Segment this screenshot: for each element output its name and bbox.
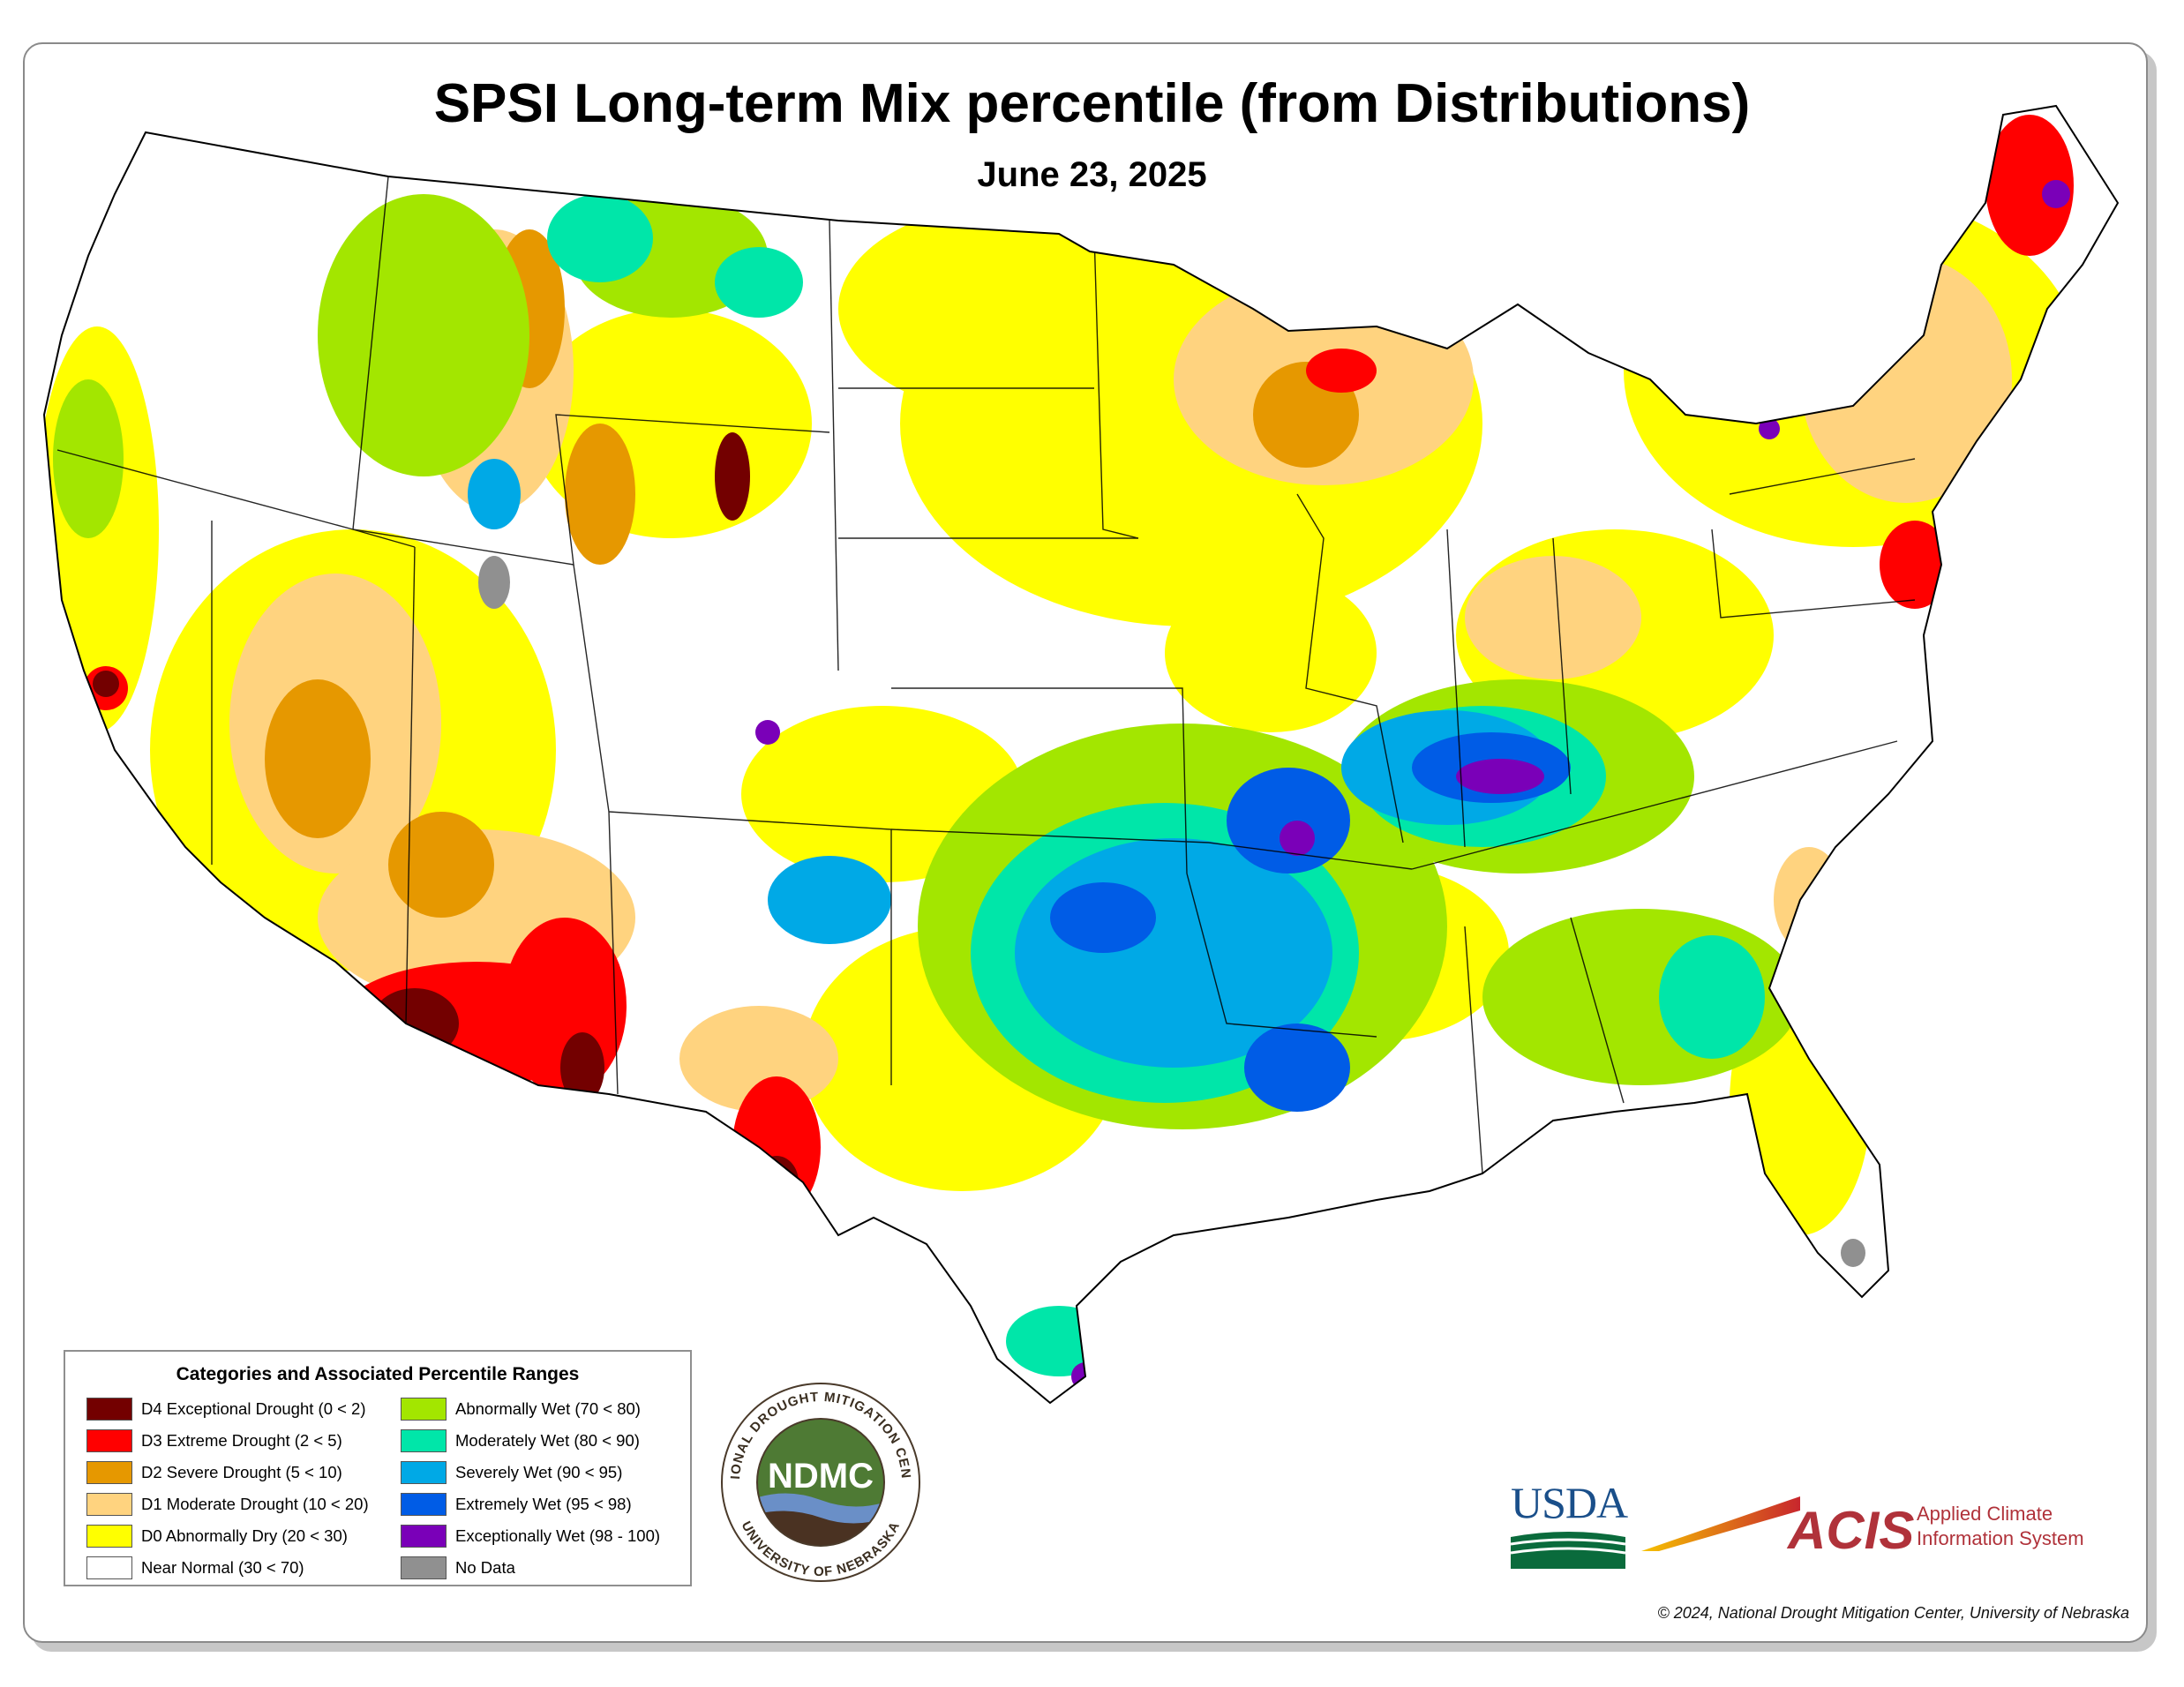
legend-label-nodata: No Data (455, 1558, 515, 1577)
legend-item-w2: Moderately Wet (80 < 90) (401, 1428, 640, 1454)
legend-label-d4: D4 Exceptional Drought (0 < 2) (141, 1399, 366, 1418)
legend-item-w3: Severely Wet (90 < 95) (401, 1459, 622, 1486)
ndmc-logo: NATIONAL DROUGHT MITIGATION CENTER UNIVE… (715, 1376, 920, 1582)
legend-swatch-d3 (86, 1429, 132, 1452)
legend-label-w5: Exceptionally Wet (98 - 100) (455, 1526, 661, 1545)
legend-swatch-d1 (86, 1493, 132, 1516)
legend-item-d1: D1 Moderate Drought (10 < 20) (86, 1491, 369, 1518)
usda-logo-text: USDA (1511, 1478, 1628, 1527)
legend-swatch-w2 (401, 1429, 447, 1452)
legend-label-d0: D0 Abnormally Dry (20 < 30) (141, 1526, 348, 1545)
usda-logo-mark (1511, 1532, 1625, 1569)
legend-item-d2: D2 Severe Drought (5 < 10) (86, 1459, 342, 1486)
ndmc-acronym: NDMC (768, 1457, 874, 1496)
legend-swatch-w1 (401, 1398, 447, 1421)
map-title: SPSI Long-term Mix percentile (from Dist… (433, 73, 1751, 134)
legend-item-nodata: No Data (401, 1555, 515, 1581)
acis-swoosh-icon (1641, 1496, 1800, 1551)
legend-label-d3: D3 Extreme Drought (2 < 5) (141, 1431, 342, 1450)
legend-label-d2: D2 Severe Drought (5 < 10) (141, 1463, 342, 1481)
legend-label-normal: Near Normal (30 < 70) (141, 1558, 304, 1577)
legend-label-w1: Abnormally Wet (70 < 80) (455, 1399, 641, 1418)
legend-label-w2: Moderately Wet (80 < 90) (455, 1431, 640, 1450)
acis-logo-subtitle: Applied Climate Information System (1917, 1502, 2084, 1551)
map-date: June 23, 2025 (977, 155, 1207, 194)
legend-item-w5: Exceptionally Wet (98 - 100) (401, 1523, 660, 1549)
acis-line-1: Applied Climate (1917, 1503, 2053, 1525)
legend-swatch-d2 (86, 1461, 132, 1484)
legend-title: Categories and Associated Percentile Ran… (176, 1364, 580, 1384)
legend-swatch-w4 (401, 1493, 447, 1516)
legend-swatch-nodata (401, 1556, 447, 1579)
legend-item-d4: D4 Exceptional Drought (0 < 2) (86, 1396, 366, 1422)
legend-item-w1: Abnormally Wet (70 < 80) (401, 1396, 641, 1422)
legend-swatch-w5 (401, 1525, 447, 1548)
legend-swatch-d0 (86, 1525, 132, 1548)
acis-logo-text: ACIS (1788, 1501, 1915, 1560)
legend-swatch-w3 (401, 1461, 447, 1484)
legend-item-normal: Near Normal (30 < 70) (86, 1555, 304, 1581)
legend-label-w3: Severely Wet (90 < 95) (455, 1463, 623, 1481)
legend-item-w4: Extremely Wet (95 < 98) (401, 1491, 632, 1518)
copyright: © 2024, National Drought Mitigation Cent… (1657, 1604, 2129, 1622)
legend-swatch-d4 (86, 1398, 132, 1421)
acis-line-2: Information System (1917, 1527, 2084, 1549)
legend-label-w4: Extremely Wet (95 < 98) (455, 1495, 632, 1513)
legend-swatch-normal (86, 1556, 132, 1579)
legend-item-d3: D3 Extreme Drought (2 < 5) (86, 1428, 342, 1454)
legend-label-d1: D1 Moderate Drought (10 < 20) (141, 1495, 369, 1513)
legend: Categories and Associated Percentile Ran… (64, 1350, 692, 1586)
legend-item-d0: D0 Abnormally Dry (20 < 30) (86, 1523, 348, 1549)
